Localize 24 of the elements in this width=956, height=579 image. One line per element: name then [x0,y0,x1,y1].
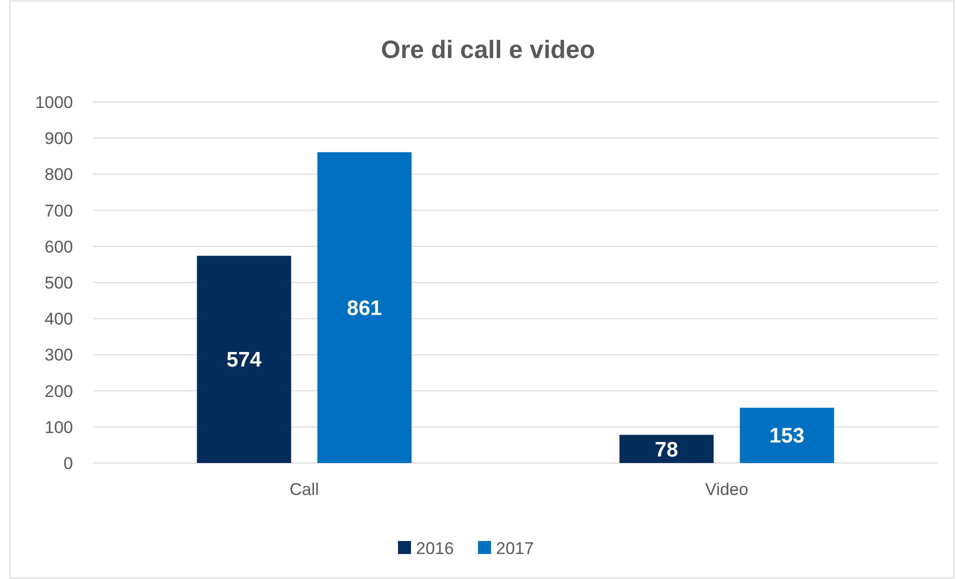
data-label: 153 [769,424,804,448]
bar [196,256,292,463]
y-tick-label: 0 [64,454,73,473]
x-tick-label: Call [290,480,319,499]
x-tick-label: Video [705,480,748,499]
data-label: 574 [226,348,262,372]
y-tick-label: 1000 [35,92,73,112]
y-tick-label: 500 [44,273,73,292]
data-label: 861 [346,296,382,320]
y-tick-label: 300 [44,346,73,365]
data-label: 78 [654,438,679,462]
y-tick-label: 900 [44,129,73,148]
chart-title: Ore di call e video [381,36,595,64]
bar [317,152,412,463]
y-tick-label: 200 [44,382,73,401]
bar [740,408,834,463]
y-tick-label: 800 [44,165,73,184]
y-tick-label: 400 [44,310,73,329]
legend-label: 2016 [416,538,454,558]
legend-label: 2017 [496,538,534,558]
y-tick-label: 600 [44,237,73,256]
y-tick-label: 700 [44,201,73,220]
bar [619,434,714,463]
y-tick-label: 100 [44,418,73,437]
